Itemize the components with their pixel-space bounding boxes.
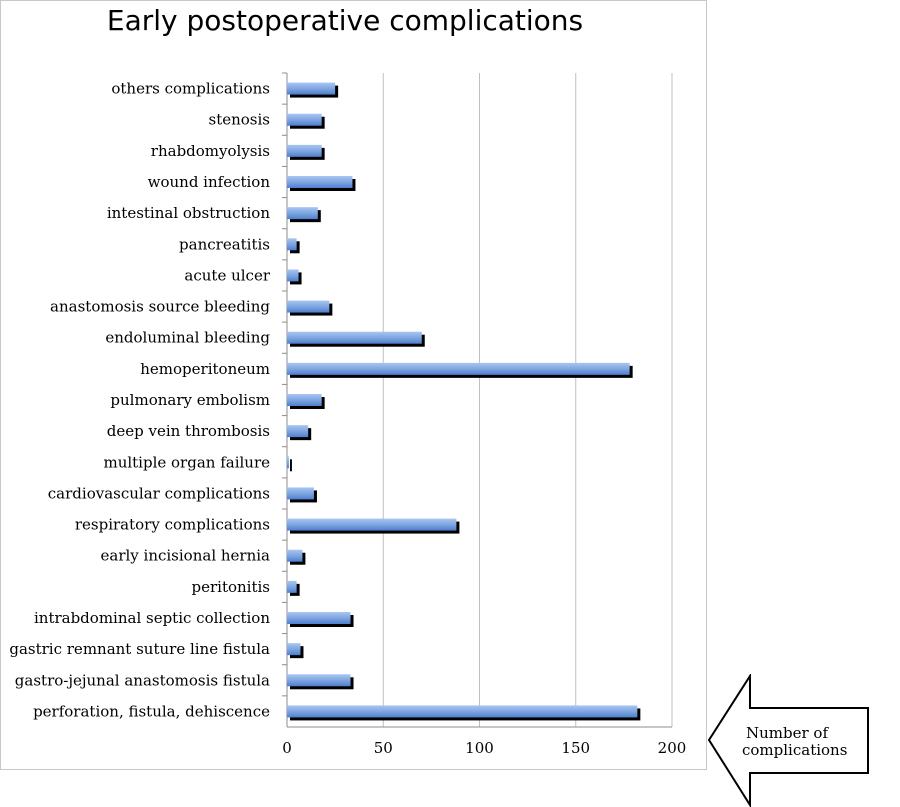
category-label: stenosis <box>209 111 271 129</box>
bar <box>287 456 289 469</box>
category-label: gastro-jejunal anastomosis fistula <box>15 671 270 689</box>
category-label: anastomosis source bleeding <box>50 298 270 316</box>
arrow-annotation: Number of complications <box>742 725 862 759</box>
bars <box>287 82 641 721</box>
category-label: wound infection <box>148 173 271 191</box>
bar <box>287 82 336 95</box>
bar-shadow <box>290 459 292 472</box>
bar <box>287 549 303 562</box>
bar <box>287 144 322 157</box>
x-tick-label: 0 <box>282 739 292 757</box>
x-tick-label: 200 <box>658 739 687 757</box>
category-label: hemoperitoneum <box>140 360 270 378</box>
bar <box>287 238 297 251</box>
category-label: multiple organ failure <box>103 453 270 471</box>
bar <box>287 643 301 656</box>
bar <box>287 580 297 593</box>
bar <box>287 113 322 126</box>
left-arrow-icon <box>707 674 869 807</box>
chart-frame <box>0 0 707 770</box>
category-label: respiratory complications <box>75 516 270 534</box>
x-tick-label: 150 <box>561 739 590 757</box>
category-label: early incisional hernia <box>101 547 271 565</box>
x-tick-label: 50 <box>374 739 393 757</box>
category-label: cardiovascular complications <box>48 484 270 502</box>
bar <box>287 176 353 188</box>
bar <box>287 269 299 282</box>
category-label: intrabdominal septic collection <box>34 609 270 627</box>
bar <box>287 300 330 313</box>
bar <box>287 394 322 406</box>
category-label: endoluminal bleeding <box>105 329 270 347</box>
gridlines <box>282 72 673 728</box>
category-label: pancreatitis <box>179 235 270 253</box>
bar <box>287 674 351 687</box>
category-labels: others complications stenosis rhabdomyolys… <box>9 80 270 721</box>
category-label: intestinal obstruction <box>107 204 271 222</box>
category-label: deep vein thrombosis <box>107 422 270 440</box>
category-label: gastric remnant suture line fistula <box>9 640 270 658</box>
category-label: perforation, fistula, dehiscence <box>33 702 270 720</box>
category-label: others complications <box>111 80 270 98</box>
arrow-annotation-line2: complications <box>742 741 848 759</box>
bar <box>287 612 351 624</box>
bar <box>287 362 630 375</box>
bar <box>287 518 457 531</box>
x-tick-label: 100 <box>465 739 494 757</box>
bar <box>287 207 318 220</box>
bar-chart-plot: others complications stenosis rhabdomyolys… <box>9 72 686 757</box>
category-label: acute ulcer <box>184 266 270 284</box>
category-label: peritonitis <box>192 578 271 596</box>
bar <box>287 425 309 438</box>
bar <box>287 331 422 344</box>
x-axis-ticks: 0 50 100 150 200 <box>282 739 686 757</box>
chart-title: Early postoperative complications <box>106 4 584 37</box>
bar <box>287 705 638 718</box>
category-label: rhabdomyolysis <box>151 142 270 160</box>
arrow-annotation-line1: Number of <box>746 724 829 742</box>
category-label: pulmonary embolism <box>110 391 270 409</box>
bar <box>287 487 314 500</box>
